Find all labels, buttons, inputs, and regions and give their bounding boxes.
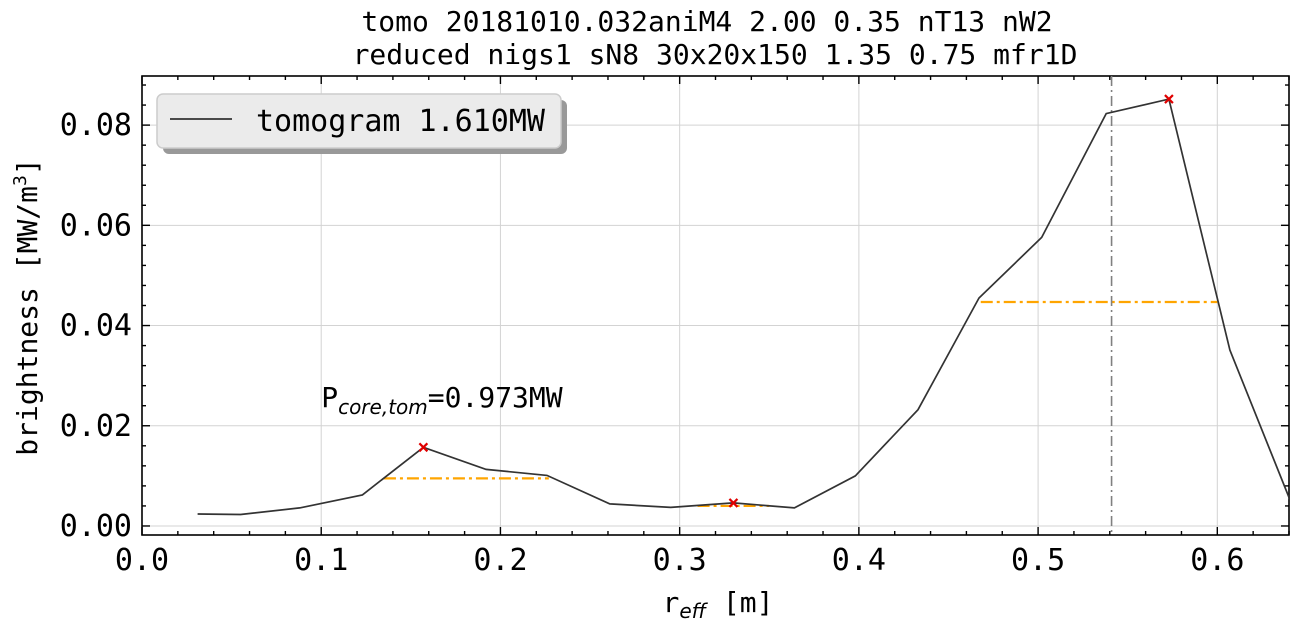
x-tick-labels: 0.0 0.1 0.2 0.3 0.4 0.5 0.6 [115, 543, 1245, 578]
x-tick-label: 0.1 [294, 543, 348, 578]
tomogram-line [197, 98, 1289, 516]
chart-title-line-2: reduced nigs1 sN8 30x20x150 1.35 0.75 mf… [353, 38, 1078, 71]
legend-label: tomogram 1.610MW [256, 104, 546, 139]
y-tick-label: 0.08 [60, 108, 132, 143]
legend: tomogram 1.610MW [156, 93, 567, 154]
y-tick-label: 0.06 [60, 208, 132, 243]
peak-marker [418, 442, 429, 453]
y-tick-labels: 0.00 0.02 0.04 0.06 0.08 [60, 108, 132, 544]
ticks [141, 76, 1290, 535]
x-tick-label: 0.3 [653, 543, 707, 578]
x-axis-label: reff [m] [662, 586, 773, 623]
peak-markers [418, 94, 1174, 508]
peak-marker [728, 498, 739, 508]
y-axis-label: brightness [MW/m3] [10, 158, 44, 455]
chart-title-line-1: tomo 20181010.032aniM4 2.00 0.35 nT13 nW… [361, 5, 1052, 38]
peak-marker [1164, 94, 1174, 104]
x-tick-label: 0.0 [115, 543, 169, 578]
y-tick-label: 0.00 [60, 509, 132, 544]
x-tick-label: 0.4 [832, 543, 886, 578]
x-tick-label: 0.6 [1190, 543, 1244, 578]
fwhm-lines [383, 300, 1218, 508]
x-tick-label: 0.5 [1011, 543, 1065, 578]
tomogram-series [197, 98, 1289, 516]
core-power-annotation: Pcore,tom=0.973MW [321, 381, 563, 419]
y-tick-label: 0.04 [60, 309, 132, 344]
legend-box [156, 93, 562, 149]
y-tick-label: 0.02 [60, 409, 132, 444]
x-tick-label: 0.2 [473, 543, 527, 578]
chart-title: tomo 20181010.032aniM4 2.00 0.35 nT13 nW… [353, 5, 1078, 71]
